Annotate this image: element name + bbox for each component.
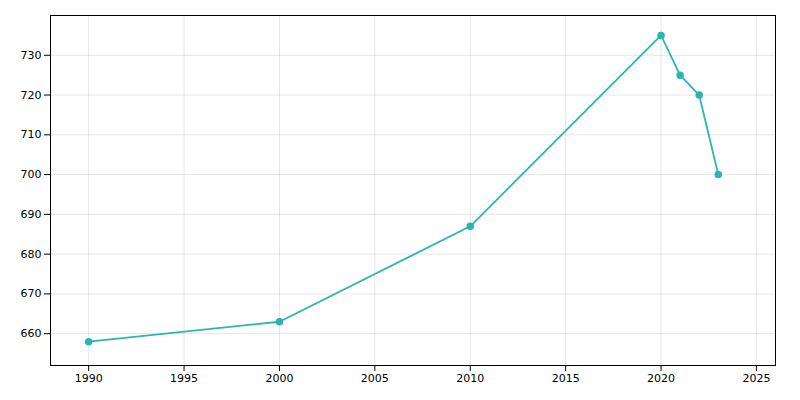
- svg-text:700: 700: [21, 168, 42, 181]
- svg-text:2015: 2015: [552, 372, 580, 385]
- svg-text:1990: 1990: [75, 372, 103, 385]
- svg-text:670: 670: [21, 287, 42, 300]
- svg-text:1995: 1995: [170, 372, 198, 385]
- svg-text:720: 720: [21, 89, 42, 102]
- svg-text:730: 730: [21, 49, 42, 62]
- svg-text:2010: 2010: [456, 372, 484, 385]
- svg-text:2005: 2005: [361, 372, 389, 385]
- svg-text:690: 690: [21, 208, 42, 221]
- svg-text:710: 710: [21, 128, 42, 141]
- svg-text:2020: 2020: [647, 372, 675, 385]
- svg-text:680: 680: [21, 248, 42, 261]
- svg-text:2025: 2025: [742, 372, 770, 385]
- svg-text:660: 660: [21, 327, 42, 340]
- svg-text:2000: 2000: [265, 372, 293, 385]
